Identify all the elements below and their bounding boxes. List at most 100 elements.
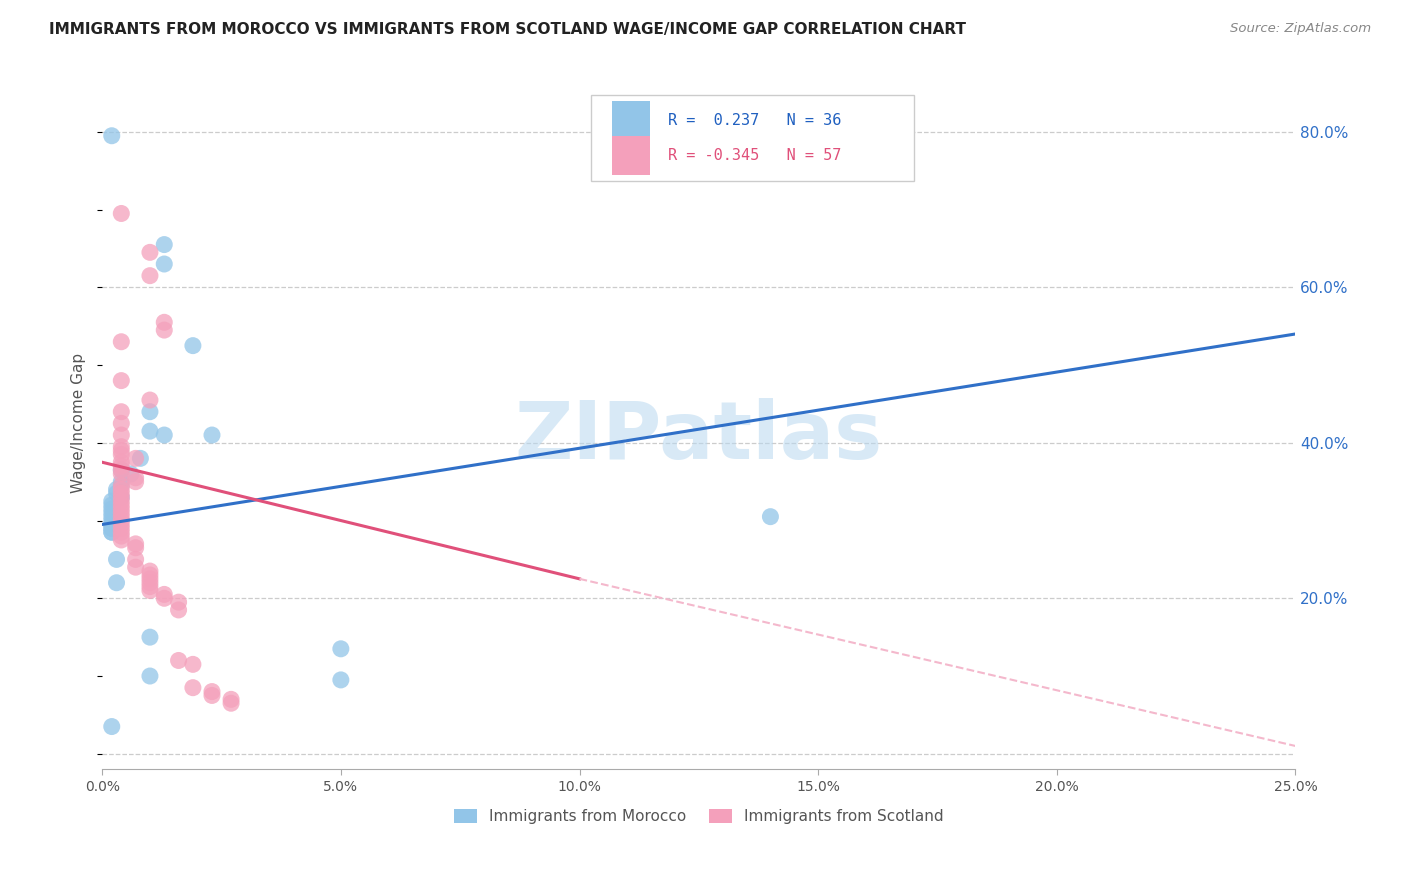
Point [124,560,146,574]
Point [167,595,190,609]
Text: Source: ZipAtlas.com: Source: ZipAtlas.com [1230,22,1371,36]
Point [100,494,122,508]
Point [110,494,132,508]
Point [124,541,146,555]
Point [100,514,122,528]
Point [100,498,122,512]
Point [110,459,132,474]
Point [110,463,132,477]
Text: R =  0.237   N = 36: R = 0.237 N = 36 [668,113,841,128]
Point [110,206,132,220]
Point [181,681,204,695]
Point [129,451,152,466]
Point [110,455,132,469]
Y-axis label: Wage/Income Gap: Wage/Income Gap [72,353,86,493]
Point [124,471,146,485]
Point [110,525,132,540]
Point [100,521,122,535]
Point [105,483,128,497]
Point [201,428,224,442]
Point [110,440,132,454]
Point [181,657,204,672]
Point [201,684,224,698]
Point [110,517,132,532]
Point [110,467,132,481]
Point [139,575,162,590]
Point [139,669,162,683]
Point [139,405,162,419]
Point [139,630,162,644]
Point [100,720,122,734]
Point [110,475,132,489]
Point [329,673,352,687]
Point [110,514,132,528]
Point [153,591,176,606]
Point [219,692,242,706]
Point [110,478,132,492]
Point [139,424,162,438]
Bar [612,136,650,175]
Point [153,237,176,252]
Point [153,323,176,337]
Point [110,533,132,547]
Point [100,506,122,520]
Text: R = -0.345   N = 57: R = -0.345 N = 57 [668,148,841,163]
Point [100,517,122,532]
Text: IMMIGRANTS FROM MOROCCO VS IMMIGRANTS FROM SCOTLAND WAGE/INCOME GAP CORRELATION : IMMIGRANTS FROM MOROCCO VS IMMIGRANTS FR… [49,22,966,37]
Point [100,501,122,516]
Point [110,490,132,504]
Point [100,128,122,143]
Point [110,478,132,492]
Point [139,572,162,586]
Point [139,245,162,260]
Point [100,525,122,540]
Point [167,653,190,667]
Point [181,338,204,352]
Point [110,521,132,535]
Point [110,506,132,520]
Bar [612,102,650,139]
Point [139,392,162,407]
Point [139,583,162,598]
Point [120,467,142,481]
Point [110,498,132,512]
Point [124,475,146,489]
Point [110,405,132,419]
Point [139,268,162,283]
Point [105,486,128,500]
Point [100,521,122,535]
Point [167,603,190,617]
Legend: Immigrants from Morocco, Immigrants from Scotland: Immigrants from Morocco, Immigrants from… [454,809,943,824]
Point [139,568,162,582]
Point [153,315,176,329]
Point [105,552,128,566]
Point [124,451,146,466]
Point [201,689,224,703]
Point [153,428,176,442]
Point [110,417,132,431]
Point [110,428,132,442]
Point [110,334,132,349]
Point [100,517,122,532]
Point [110,490,132,504]
Point [110,529,132,543]
Point [110,486,132,500]
Point [100,509,122,524]
Point [110,483,132,497]
Point [100,525,122,540]
Point [153,587,176,601]
Point [105,575,128,590]
Point [110,447,132,461]
Point [329,641,352,656]
Point [110,501,132,516]
Point [139,564,162,578]
Text: ZIPatlas: ZIPatlas [515,398,883,476]
Point [124,537,146,551]
Point [219,696,242,710]
Point [759,509,782,524]
Point [153,257,176,271]
FancyBboxPatch shape [592,95,914,181]
Point [110,509,132,524]
Point [139,580,162,594]
Point [110,463,132,477]
